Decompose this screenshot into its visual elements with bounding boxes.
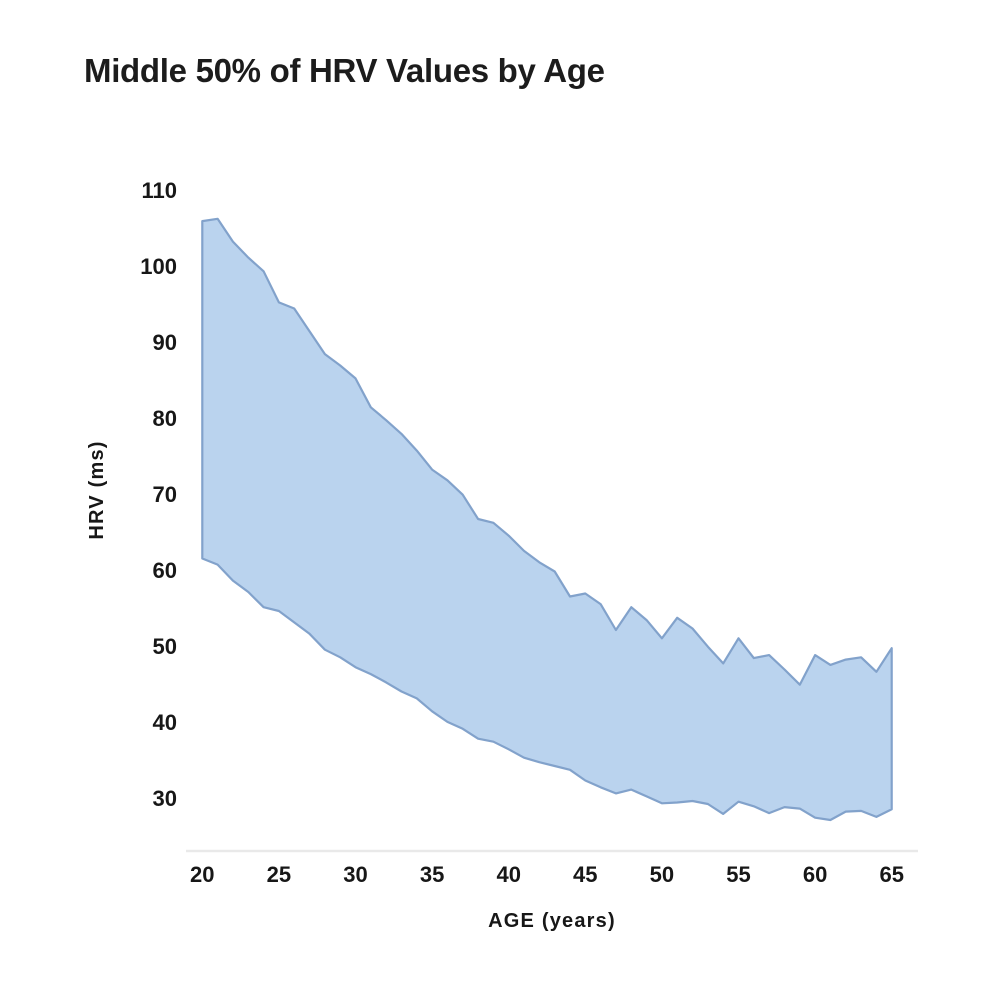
y-tick-label: 30 [153, 786, 177, 811]
x-axis-label: AGE (years) [488, 910, 616, 932]
x-tick-label: 40 [496, 862, 520, 887]
hrv-iqr-band [201, 217, 893, 822]
chart-title: Middle 50% of HRV Values by Age [84, 52, 605, 89]
y-axis-label: HRV (ms) [86, 440, 108, 539]
y-tick-label: 70 [153, 482, 177, 507]
y-tick-label: 90 [153, 330, 177, 355]
x-tick-label: 65 [879, 862, 903, 887]
x-tick-label: 35 [420, 862, 444, 887]
y-tick-label: 110 [142, 178, 178, 203]
x-tick-label: 60 [803, 862, 827, 887]
x-tick-label: 20 [190, 862, 214, 887]
y-tick-label: 100 [140, 254, 177, 279]
x-tick-label: 50 [650, 862, 674, 887]
x-tick-label: 55 [726, 862, 750, 887]
x-tick-label: 25 [267, 862, 291, 887]
x-axis-ticks: 20 25 30 35 40 45 50 55 60 65 [190, 862, 904, 887]
x-tick-label: 45 [573, 862, 597, 887]
x-tick-label: 30 [343, 862, 367, 887]
y-tick-label: 80 [153, 406, 177, 431]
y-axis-ticks: 110 100 90 80 70 60 50 40 30 [140, 178, 177, 811]
y-tick-label: 60 [153, 558, 177, 583]
y-tick-label: 40 [153, 710, 177, 735]
y-tick-label: 50 [153, 634, 177, 659]
